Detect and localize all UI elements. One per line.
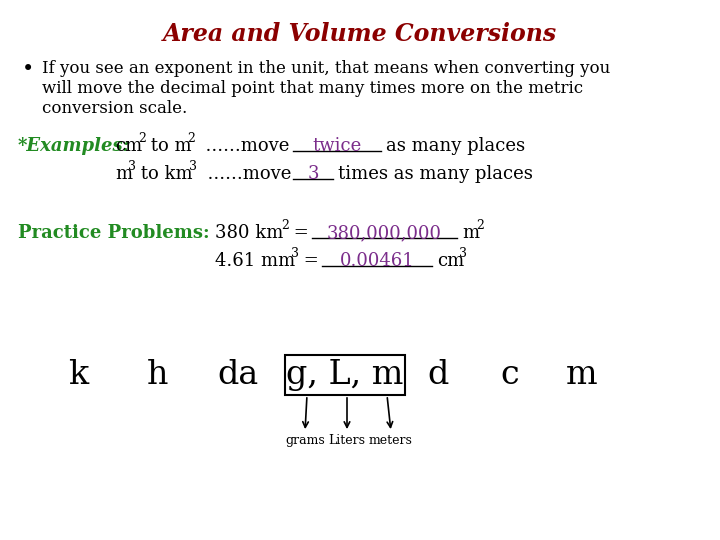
Text: da: da [217,359,258,391]
Text: 2: 2 [138,132,146,145]
Text: m: m [566,359,598,391]
Text: 3: 3 [307,165,319,183]
Text: Practice Problems:: Practice Problems: [18,224,210,242]
Text: cm: cm [115,137,143,155]
Text: k: k [68,359,88,391]
Text: 2: 2 [281,219,289,232]
Text: ......move: ......move [196,165,292,183]
Text: conversion scale.: conversion scale. [42,100,187,117]
Text: Area and Volume Conversions: Area and Volume Conversions [163,22,557,46]
Text: 3: 3 [291,247,299,260]
Text: h: h [148,359,168,391]
Text: as many places: as many places [386,137,525,155]
Text: 380 km: 380 km [215,224,284,242]
Text: ......move: ......move [194,137,289,155]
Text: cm: cm [437,252,464,270]
Text: to m: to m [145,137,192,155]
Text: •: • [22,60,35,79]
Text: *Examples:: *Examples: [18,137,130,155]
Text: twice: twice [312,137,361,155]
Text: 3: 3 [189,160,197,173]
Text: =: = [288,224,315,242]
Text: times as many places: times as many places [338,165,533,183]
Text: grams: grams [285,434,325,447]
Text: c: c [500,359,519,391]
Text: g, L, m: g, L, m [287,359,404,391]
Text: d: d [427,359,449,391]
Text: 2: 2 [187,132,195,145]
Text: meters: meters [369,434,413,447]
Text: will move the decimal point that many times more on the metric: will move the decimal point that many ti… [42,80,583,97]
Text: m: m [115,165,132,183]
Text: 0.00461: 0.00461 [340,252,415,270]
Text: 3: 3 [128,160,136,173]
Text: =: = [298,252,325,270]
Text: 380,000,000: 380,000,000 [327,224,442,242]
Text: 4.61 mm: 4.61 mm [215,252,295,270]
Text: Liters: Liters [328,434,366,447]
Text: 2: 2 [476,219,484,232]
Text: to km: to km [135,165,193,183]
Text: 3: 3 [459,247,467,260]
Text: m: m [462,224,479,242]
Text: If you see an exponent in the unit, that means when converting you: If you see an exponent in the unit, that… [42,60,611,77]
